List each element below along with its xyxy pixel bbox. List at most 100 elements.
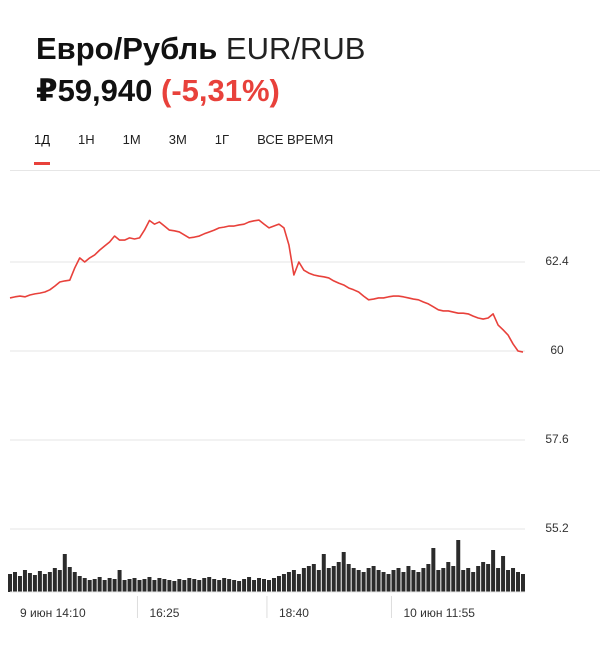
volume-bar — [311, 564, 316, 592]
volume-bar — [182, 580, 187, 592]
tab[interactable]: 1М — [122, 132, 141, 147]
volume-bar — [401, 572, 406, 592]
volume-bar — [376, 570, 381, 592]
volume-bar — [242, 579, 247, 592]
volume-bar — [187, 578, 192, 592]
x-tick-label: 9 июн 14:10 — [20, 606, 86, 620]
volume-bar — [52, 568, 57, 592]
volume-bar — [461, 570, 466, 592]
volume-bar — [371, 566, 376, 592]
volume-bar — [92, 579, 97, 592]
volume-bar — [12, 572, 17, 592]
x-tick-label: 10 июн 11:55 — [403, 606, 475, 620]
title: Евро/Рубль — [36, 31, 218, 66]
volume-bar — [262, 579, 267, 592]
tab[interactable]: ВСЕ ВРЕМЯ — [257, 132, 334, 147]
volume-bar — [356, 570, 361, 592]
volume-bar — [197, 580, 202, 592]
volume-bar — [441, 568, 446, 592]
volume-bar — [266, 580, 271, 592]
y-tick-label: 60 — [550, 343, 564, 357]
volume-bar — [471, 572, 476, 592]
volume-bar — [167, 580, 172, 592]
volume-bar — [152, 580, 157, 592]
volume-bar — [122, 580, 127, 592]
volume-bar — [391, 570, 396, 592]
volume-bar — [177, 579, 182, 592]
volume-bar — [37, 571, 42, 592]
volume-bar — [22, 570, 27, 592]
volume-bar — [172, 581, 177, 592]
period-tabs: 1Д 1Н 1М 3М 1Г ВСЕ ВРЕМЯ — [34, 132, 361, 165]
volume-bar — [426, 564, 431, 592]
volume-bar — [446, 562, 451, 592]
volume-bar — [247, 577, 252, 592]
price-line — [9, 219, 524, 353]
volume-bar — [421, 568, 426, 592]
volume-bar — [456, 540, 461, 592]
y-tick-label: 55.2 — [545, 521, 569, 535]
tab[interactable]: 1Н — [78, 132, 95, 147]
volume-bar — [77, 576, 82, 592]
volume-bar — [326, 568, 331, 592]
volume-bar — [222, 578, 227, 592]
volume-bar — [147, 577, 152, 592]
volume-bar — [496, 568, 501, 592]
volume-bar — [87, 580, 92, 592]
price: ₽59,940 — [36, 73, 153, 108]
volume-bar — [117, 570, 122, 592]
volume-bar — [62, 554, 67, 592]
volume-bar — [491, 550, 496, 592]
divider — [10, 170, 600, 171]
volume-bar — [451, 566, 456, 592]
volume-bar — [257, 578, 262, 592]
volume-bar — [416, 572, 421, 592]
tab[interactable]: 1Г — [214, 132, 230, 147]
volume-bar — [252, 580, 257, 592]
volume-bar — [431, 548, 436, 592]
volume-bar — [72, 572, 77, 592]
tab[interactable]: 1Д — [34, 132, 51, 165]
volume-bar — [202, 578, 207, 592]
volume-bar — [137, 580, 142, 592]
volume-bar — [8, 574, 12, 592]
volume-bar — [291, 570, 296, 592]
volume-bar — [57, 570, 62, 592]
y-tick-label: 62.4 — [545, 254, 569, 268]
volume-bar — [476, 566, 481, 592]
volume-bar — [466, 568, 471, 592]
volume-bar — [306, 566, 311, 592]
volume-bar — [316, 570, 321, 592]
volume-bar — [366, 568, 371, 592]
x-tick-label: 18:40 — [279, 606, 309, 620]
tab[interactable]: 3М — [168, 132, 187, 147]
volume-bar — [281, 574, 286, 592]
volume-bar — [321, 554, 326, 592]
volume-bar — [481, 562, 486, 592]
volume-bar — [27, 573, 32, 592]
volume-bar — [192, 579, 197, 592]
volume-bar — [97, 577, 102, 592]
volume-bar — [381, 572, 386, 592]
volume-bar — [82, 578, 87, 592]
volume-bar — [32, 575, 37, 592]
volume-bar — [411, 570, 416, 592]
volume-bar — [406, 566, 411, 592]
y-tick-label: 57.6 — [545, 432, 569, 446]
volume-bar — [207, 577, 212, 592]
ticker: EUR/RUB — [225, 31, 366, 66]
price-row: ₽59,940 (-5,31%) — [36, 72, 365, 110]
volume-bar — [47, 572, 52, 592]
volume-bar — [521, 574, 525, 592]
volume-bar — [17, 576, 22, 592]
volume-bar — [396, 568, 401, 592]
volume-bar — [271, 578, 276, 592]
volume-bar — [286, 572, 291, 592]
volume-bar — [386, 574, 391, 592]
volume-bar — [436, 570, 441, 592]
x-tick-label: 16:25 — [149, 606, 179, 620]
volume-bar — [237, 581, 242, 592]
title-row: Евро/Рубль EUR/RUB — [36, 30, 365, 68]
